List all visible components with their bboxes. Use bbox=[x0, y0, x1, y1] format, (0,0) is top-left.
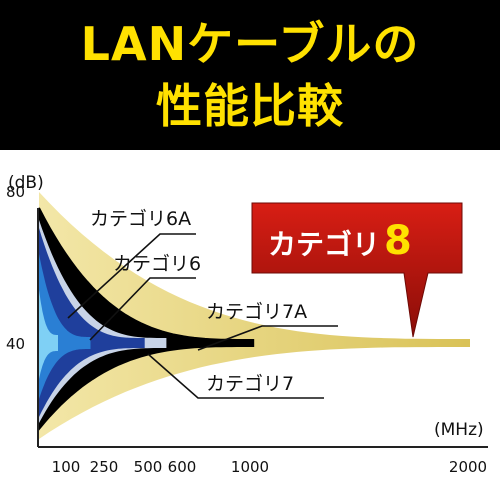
leader-cat7a bbox=[197, 325, 338, 351]
label-cat7: カテゴリ7 bbox=[206, 373, 294, 395]
x-tick-label-1000: 1000 bbox=[231, 458, 269, 476]
chart-area: (dB) (MHz) 80 40 100 250 500 600 1000 2000 カテゴ… bbox=[0, 150, 500, 500]
x-tick-label-2000: 2000 bbox=[449, 458, 487, 476]
title-line-2: 性能比較 bbox=[156, 79, 344, 133]
leader-cat6 bbox=[89, 277, 196, 341]
leader-cat7 bbox=[147, 353, 324, 399]
title-line-1: LANケーブルの bbox=[80, 17, 420, 71]
area-series-1000 bbox=[38, 207, 255, 432]
y-unit-label: (dB) bbox=[8, 173, 44, 193]
x-tick-label-250: 250 bbox=[90, 458, 119, 476]
x-tick-labels: 100 250 500 600 1000 2000 bbox=[52, 458, 487, 476]
area-layers bbox=[38, 192, 470, 439]
area-series-600 bbox=[39, 220, 167, 423]
area-series-250 bbox=[39, 254, 91, 399]
cat8-callout-word: カテゴリ bbox=[268, 228, 380, 261]
label-cat7a: カテゴリ7A bbox=[206, 301, 307, 323]
area-series-100 bbox=[39, 290, 58, 379]
title-banner: LANケーブルの 性能比較 bbox=[0, 0, 500, 150]
leader-lines bbox=[67, 233, 338, 399]
x-tick-label-500: 500 bbox=[134, 458, 163, 476]
leader-cat6a bbox=[67, 233, 196, 319]
y-tick-labels: 80 40 bbox=[6, 183, 25, 353]
y-tick-label-40: 40 bbox=[6, 335, 25, 353]
area-series-2000 bbox=[39, 192, 470, 439]
y-tick-label-80: 80 bbox=[6, 183, 25, 201]
label-cat6: カテゴリ6 bbox=[113, 253, 201, 275]
x-tick-label-100: 100 bbox=[52, 458, 81, 476]
cat8-callout-box bbox=[251, 202, 463, 338]
cat8-callout-number: 8 bbox=[384, 218, 412, 264]
label-cat6a: カテゴリ6A bbox=[90, 208, 191, 230]
x-tick-label-600: 600 bbox=[168, 458, 197, 476]
x-unit-label: (MHz) bbox=[434, 420, 484, 440]
cat8-callout: カテゴリ 8 bbox=[251, 202, 463, 338]
cat8-callout-text: カテゴリ 8 bbox=[268, 218, 412, 264]
performance-chart: (dB) (MHz) 80 40 100 250 500 600 1000 2000 カテゴ… bbox=[6, 173, 488, 476]
area-series-500 bbox=[39, 228, 145, 417]
